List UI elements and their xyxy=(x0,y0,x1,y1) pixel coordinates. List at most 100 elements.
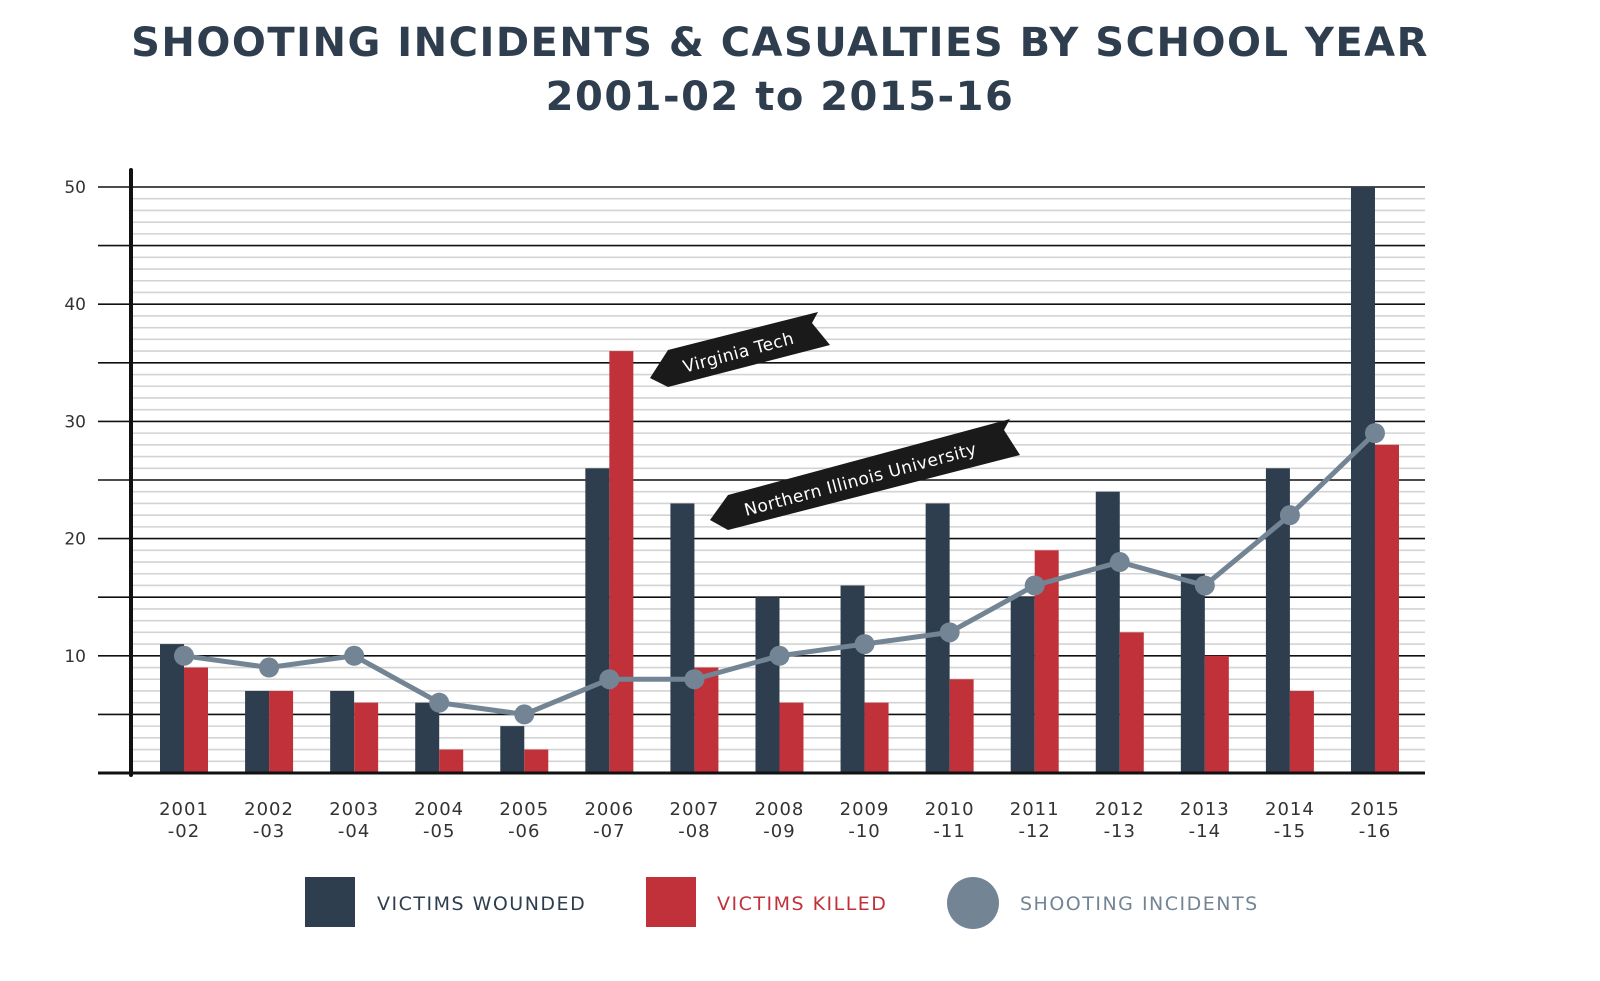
x-tick-label: 2007 -08 xyxy=(670,799,720,842)
legend-label-victims-wounded: VICTIMS WOUNDED xyxy=(377,893,586,915)
y-tick-label: 30 xyxy=(64,412,86,432)
x-tick-label: 2009 -10 xyxy=(840,799,890,842)
x-tick-label-line: 2011 xyxy=(1010,799,1060,820)
chart-title: SHOOTING INCIDENTS & CASUALTIES BY SCHOO… xyxy=(131,20,1429,66)
x-tick-label: 2013 -14 xyxy=(1180,799,1230,842)
x-tick-label-line: -11 xyxy=(933,821,965,842)
legend-swatch-victims-killed xyxy=(646,877,696,927)
x-tick-label: 2004 -05 xyxy=(414,799,464,842)
point-shooting-incidents xyxy=(1194,575,1215,596)
x-tick-label-line: 2013 xyxy=(1180,799,1230,820)
y-tick-label: 50 xyxy=(64,178,86,198)
x-tick-label-line: 2015 xyxy=(1350,799,1400,820)
y-tick-label: 10 xyxy=(64,647,86,667)
x-tick-label-line: 2010 xyxy=(925,799,975,820)
x-tick-label: 2002 -03 xyxy=(244,799,294,842)
bar-victims-wounded xyxy=(160,644,184,773)
x-tick-label-line: 2004 xyxy=(414,799,464,820)
x-tick-label-line: -10 xyxy=(848,821,880,842)
bar-victims-wounded xyxy=(415,702,440,773)
x-tick-label-line: -03 xyxy=(253,821,285,842)
point-shooting-incidents xyxy=(1109,552,1130,573)
bar-victims-wounded xyxy=(840,585,865,773)
point-shooting-incidents xyxy=(854,634,875,655)
bar-victims-killed xyxy=(1374,444,1399,773)
bar-victims-killed xyxy=(1204,655,1229,773)
annotation-banner xyxy=(650,312,830,387)
bar-victims-wounded xyxy=(755,597,780,773)
x-tick-label: 2012 -13 xyxy=(1095,799,1145,842)
point-shooting-incidents xyxy=(1279,505,1300,526)
bar-victims-killed xyxy=(949,679,974,773)
point-shooting-incidents xyxy=(769,645,790,666)
x-tick-label: 2003 -04 xyxy=(329,799,379,842)
bar-victims-wounded xyxy=(330,690,355,773)
x-tick-label: 2010 -11 xyxy=(925,799,975,842)
x-tick-label-line: 2008 xyxy=(755,799,805,820)
bar-victims-wounded xyxy=(1010,597,1035,773)
bar-victims-killed xyxy=(524,749,549,773)
bar-victims-wounded xyxy=(245,690,270,773)
point-shooting-incidents xyxy=(514,704,535,725)
x-tick-label: 2008 -09 xyxy=(755,799,805,842)
x-tick-label-line: 2002 xyxy=(244,799,294,820)
x-tick-label-line: -16 xyxy=(1359,821,1391,842)
point-shooting-incidents xyxy=(1024,575,1045,596)
bar-victims-wounded xyxy=(1095,491,1120,773)
x-tick-label: 2006 -07 xyxy=(584,799,634,842)
bar-victims-killed xyxy=(184,667,208,773)
legend-swatch-victims-wounded xyxy=(305,877,355,927)
legend-swatch-shooting-incidents xyxy=(947,877,999,929)
x-tick-label-line: 2007 xyxy=(670,799,720,820)
bar-victims-killed xyxy=(779,702,804,773)
x-tick-label-line: 2014 xyxy=(1265,799,1315,820)
point-shooting-incidents xyxy=(939,622,960,643)
annotation-banner xyxy=(710,419,1020,530)
x-tick-label-line: -09 xyxy=(763,821,795,842)
x-tick-label-line: -13 xyxy=(1104,821,1136,842)
x-tick-label-line: 2005 xyxy=(499,799,549,820)
bar-victims-wounded xyxy=(1180,573,1205,773)
bar-victims-wounded xyxy=(585,468,610,773)
x-tick-label-line: -14 xyxy=(1189,821,1221,842)
x-tick-label-line: -07 xyxy=(593,821,625,842)
point-shooting-incidents xyxy=(1364,423,1385,444)
point-shooting-incidents xyxy=(684,669,705,690)
x-tick-label-line: -04 xyxy=(338,821,370,842)
x-tick-label-line: 2001 xyxy=(159,799,209,820)
y-tick-label: 20 xyxy=(64,530,86,550)
x-tick-label-line: -05 xyxy=(423,821,455,842)
bar-victims-killed xyxy=(269,690,294,773)
bar-victims-wounded xyxy=(500,726,525,773)
bar-victims-killed xyxy=(609,351,634,773)
x-tick-label: 2014 -15 xyxy=(1265,799,1315,842)
point-shooting-incidents xyxy=(344,645,365,666)
x-tick-label-line: -15 xyxy=(1274,821,1306,842)
x-tick-label-line: -08 xyxy=(678,821,710,842)
point-shooting-incidents xyxy=(599,669,620,690)
x-tick-label: 2015 -16 xyxy=(1350,799,1400,842)
bar-victims-wounded xyxy=(1350,187,1375,773)
legend-label-shooting-incidents: SHOOTING INCIDENTS xyxy=(1020,893,1259,915)
x-tick-label-line: 2009 xyxy=(840,799,890,820)
x-tick-label-line: 2006 xyxy=(584,799,634,820)
legend-label-victims-killed: VICTIMS KILLED xyxy=(717,893,887,915)
x-tick-label: 2001 -02 xyxy=(159,799,209,842)
x-tick-label-line: 2012 xyxy=(1095,799,1145,820)
x-tick-label-line: -12 xyxy=(1018,821,1050,842)
bar-victims-killed xyxy=(439,749,464,773)
chart-subtitle: 2001-02 to 2015-16 xyxy=(545,74,1015,120)
x-tick-label: 2005 -06 xyxy=(499,799,549,842)
point-shooting-incidents xyxy=(429,692,450,713)
bar-victims-wounded xyxy=(670,503,695,773)
bar-victims-killed xyxy=(1119,632,1144,773)
x-tick-label: 2011 -12 xyxy=(1010,799,1060,842)
y-tick-label: 40 xyxy=(64,295,86,315)
x-tick-label-line: 2003 xyxy=(329,799,379,820)
bar-victims-killed xyxy=(1289,690,1314,773)
x-tick-label-line: -06 xyxy=(508,821,540,842)
bar-victims-killed xyxy=(864,702,889,773)
bar-victims-killed xyxy=(354,702,379,773)
point-shooting-incidents xyxy=(174,645,194,666)
